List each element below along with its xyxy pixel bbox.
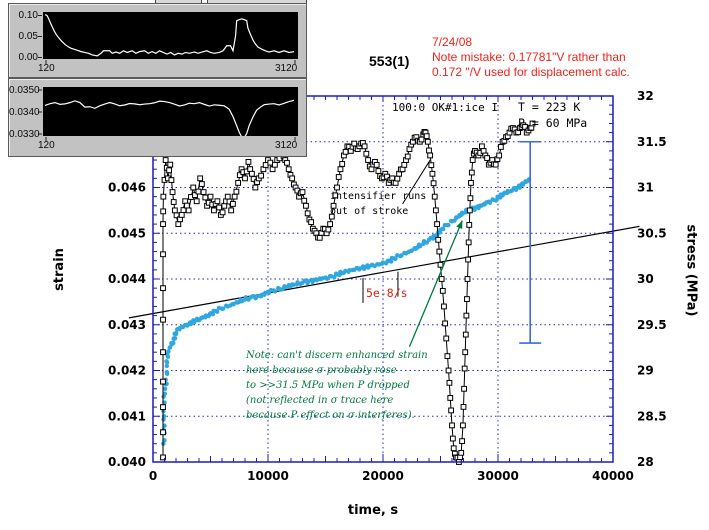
green-note-annotation: Note: can't discern enhanced strain here… xyxy=(246,350,428,421)
condition-pressure: P = 60 MPa xyxy=(518,116,588,130)
svg-text:29: 29 xyxy=(637,364,654,378)
inset-top-xtick-left: 120 xyxy=(38,63,55,74)
y-right-tick-labels: 28 28.5 29 29.5 30 30.5 31 31.5 32 xyxy=(637,89,667,469)
strain-series xyxy=(160,177,532,446)
inset-bottom-ytick-1: 0.0350 xyxy=(9,85,40,96)
svg-text:0.041: 0.041 xyxy=(108,409,146,423)
svg-text:32: 32 xyxy=(637,89,654,103)
x-axis-title: time, s xyxy=(347,503,399,518)
svg-text:40000: 40000 xyxy=(592,469,634,483)
svg-text:0.045: 0.045 xyxy=(108,226,146,240)
inset-bottom-ytick-2: 0.0340 xyxy=(9,107,40,118)
svg-text:10000: 10000 xyxy=(247,469,289,483)
y-left-axis-title: strain xyxy=(51,248,67,291)
svg-text:29.5: 29.5 xyxy=(637,318,667,332)
red-note-line-2: 0.172 "/V used for displacement calc. xyxy=(432,65,630,79)
svg-text:0.042: 0.042 xyxy=(108,364,146,378)
svg-text:0.043: 0.043 xyxy=(108,318,146,332)
inset-trace xyxy=(44,99,295,136)
y-right-axis-title: stress (MPa) xyxy=(683,224,699,317)
inset-displacement-rate-panel: 0.10 0.05 0.00 120 3120 xyxy=(8,3,307,78)
svg-text:31.5: 31.5 xyxy=(637,135,667,149)
intensifier-annotation: intensifier runs out of stroke xyxy=(330,191,427,217)
inset-ticks xyxy=(38,89,296,141)
svg-text:20000: 20000 xyxy=(362,469,404,483)
svg-text:0.044: 0.044 xyxy=(108,272,146,286)
red-note-line-1: Note mistake: 0.17781"V rather than xyxy=(432,50,626,64)
inset-plot-area xyxy=(43,12,298,59)
strain-rate-ticks xyxy=(362,271,399,303)
inset-top-plot xyxy=(38,12,298,64)
inset-bottom-xtick-right: 3120 xyxy=(275,140,298,151)
x-tick-labels: 0 10000 20000 30000 40000 xyxy=(149,469,634,483)
sample-label: 100:0 OK#1:ice I xyxy=(392,101,498,114)
condition-temperature: T = 223 K xyxy=(518,100,581,114)
green-arrow xyxy=(408,220,463,347)
svg-text:28.5: 28.5 xyxy=(637,409,667,423)
trend-line-5e-8s xyxy=(128,225,640,319)
strain-rate-label: 5e-8/s xyxy=(366,286,408,300)
inset-bottom-ytick-3: 0.0330 xyxy=(9,129,40,140)
svg-text:0.046: 0.046 xyxy=(108,181,146,195)
inset-top-ytick-3: 0.00 xyxy=(18,52,38,63)
run-title: 553(1) xyxy=(369,53,410,69)
svg-text:28: 28 xyxy=(637,455,654,469)
stress-error-bar xyxy=(519,140,542,344)
svg-text:0.040: 0.040 xyxy=(108,455,146,469)
inset-trace xyxy=(44,14,295,57)
inset-bottom-plot xyxy=(38,87,298,141)
svg-text:30000: 30000 xyxy=(477,469,519,483)
inset-top-ytick-1: 0.10 xyxy=(18,10,38,21)
intensifier-arrow xyxy=(402,159,431,205)
test-conditions: T = 223 K P = 60 MPa xyxy=(518,99,587,131)
svg-text:31: 31 xyxy=(637,181,654,195)
inset-bottom-xtick-left: 120 xyxy=(38,140,55,151)
inset-top-xtick-right: 3120 xyxy=(275,63,298,74)
svg-text:30: 30 xyxy=(637,272,654,286)
inset-displacement-panel: 0.0350 0.0340 0.0330 120 3120 xyxy=(8,78,307,157)
stress-series xyxy=(160,120,536,465)
inset-ticks xyxy=(38,15,296,64)
svg-text:30.5: 30.5 xyxy=(637,226,667,240)
inset-plot-area xyxy=(43,87,298,136)
inset-top-ytick-2: 0.05 xyxy=(18,31,38,42)
red-note-date: 7/24/08 xyxy=(432,35,473,49)
svg-text:0: 0 xyxy=(149,469,157,483)
